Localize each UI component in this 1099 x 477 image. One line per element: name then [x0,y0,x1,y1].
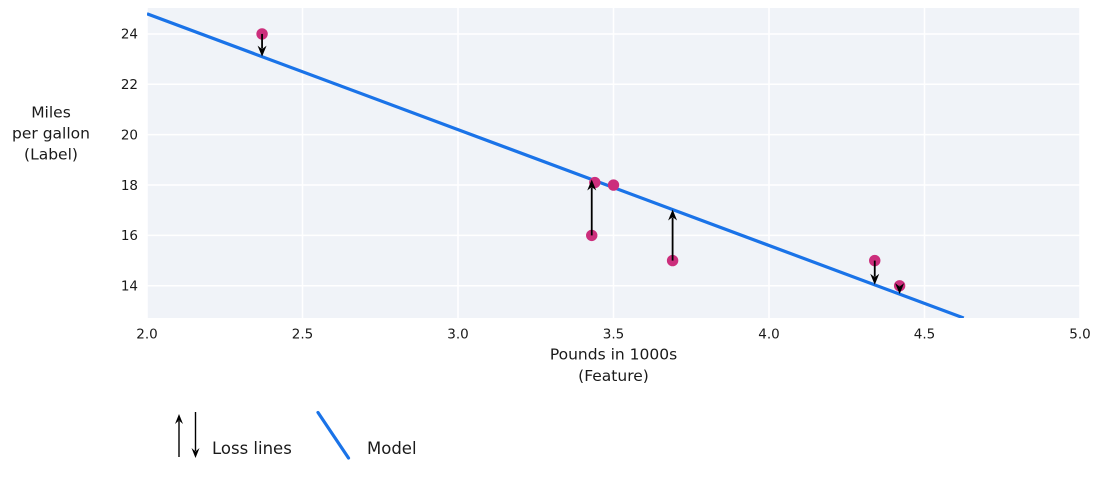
x-axis-label: Pounds in 1000s (Feature) [550,346,677,386]
x-tick-label: 4.5 [914,327,935,343]
y-tick-label: 22 [121,77,138,93]
y-tick-label: 14 [121,279,138,295]
x-tick-label: 2.5 [292,327,313,343]
loss-arrow-head [895,283,905,295]
y-tick-labels: 14 16 18 20 22 24 [121,27,138,295]
x-tick-labels: 2.0 2.5 3.0 3.5 4.0 4.5 5.0 [136,327,1090,343]
x-tick-label: 4.0 [758,327,779,343]
x-tick-label: 3.5 [603,327,624,343]
x-tick-label: 2.0 [136,327,157,343]
legend-label-loss-lines: Loss lines [212,439,292,458]
loss-arrow-head [668,209,678,221]
loss-arrow-head [870,273,880,285]
x-tick-label: 5.0 [1069,327,1090,343]
y-tick-label: 24 [121,27,138,43]
loss-arrow-head [587,179,597,191]
y-tick-label: 18 [121,178,138,194]
loss-lines-legend-icon [175,412,200,458]
loss-lines [257,33,905,295]
model-legend-line [316,410,351,460]
data-point [607,179,620,191]
loss-arrow-head [257,45,267,57]
legend: Loss lines Model [175,410,417,460]
model-regression-line [147,12,965,318]
y-axis-label: Miles per gallon (Label) [12,104,90,164]
y-tick-label: 20 [121,127,138,143]
legend-down-arrow-head [191,448,200,458]
model-line [147,12,965,318]
y-tick-label: 16 [121,228,138,244]
legend-up-arrow-head [175,414,183,424]
x-tick-label: 3.0 [447,327,468,343]
model-legend-icon [316,410,351,460]
legend-label-model: Model [367,439,417,458]
